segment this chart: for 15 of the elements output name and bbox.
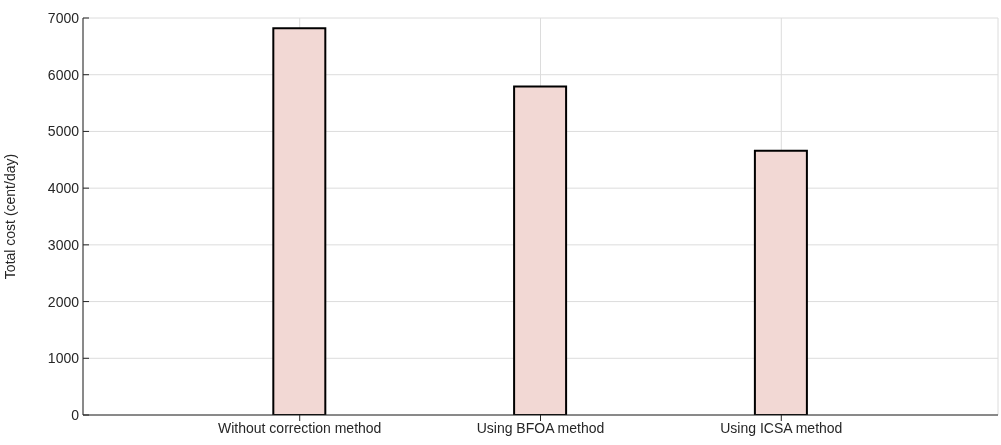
bar: [272, 27, 327, 415]
y-tick-label: 7000: [47, 9, 80, 26]
y-tick-label: 1000: [47, 350, 80, 367]
y-tick-label: 4000: [47, 180, 80, 197]
y-tick-label: 2000: [47, 293, 80, 310]
bar: [753, 149, 808, 415]
y-tick-label: 3000: [47, 236, 80, 253]
x-tick-label: Using ICSA method: [720, 419, 843, 436]
x-tick-label: Using BFOA method: [476, 419, 605, 436]
y-tick-label: 0: [71, 406, 80, 423]
bar: [513, 85, 568, 415]
x-tick-label: Without correction method: [218, 419, 382, 436]
y-axis-title: Total cost (cent/day): [1, 153, 18, 280]
y-tick-label: 6000: [47, 66, 80, 83]
y-tick-label: 5000: [47, 123, 80, 140]
